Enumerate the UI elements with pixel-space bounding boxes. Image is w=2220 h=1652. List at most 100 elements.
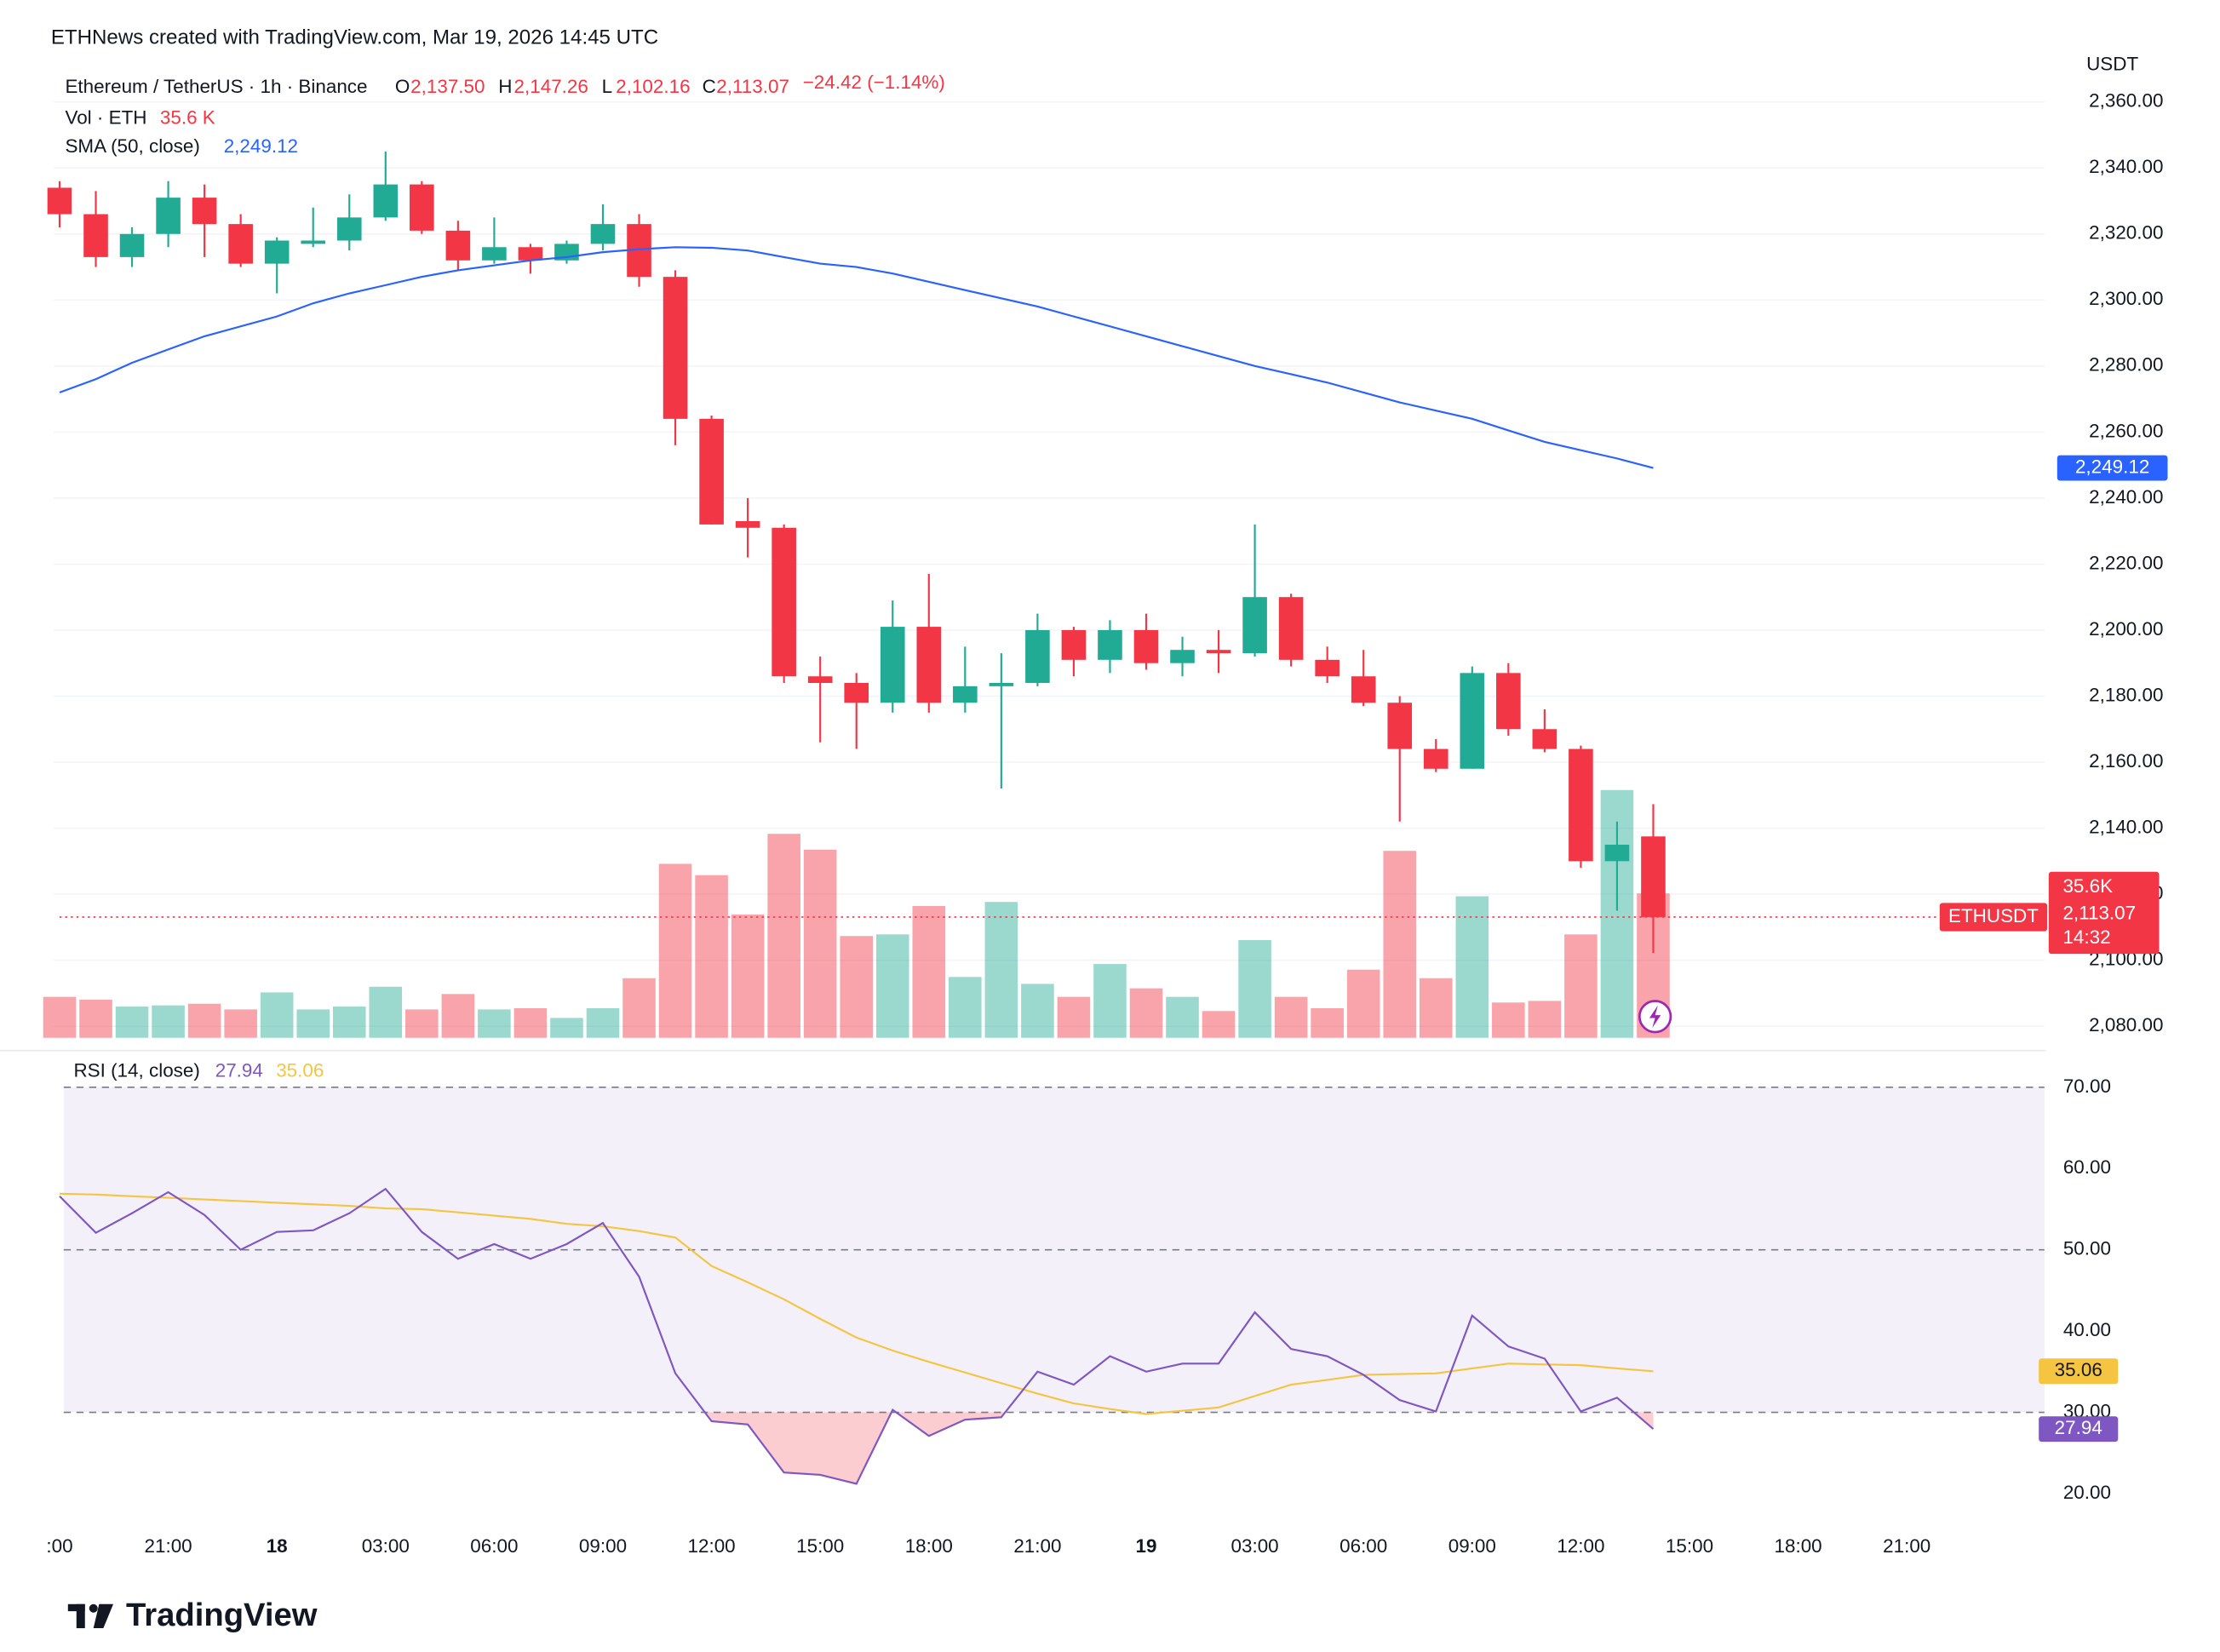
rsi-line (59, 1192, 1654, 1415)
volume-bar (1528, 1001, 1562, 1038)
legend-text: C (703, 76, 716, 97)
axis-unit: USDT (2086, 53, 2138, 74)
volume-bar (405, 1009, 439, 1038)
legend-text: SMA (50, close) (65, 135, 199, 157)
candle-body (953, 685, 978, 703)
rsi-tag-text: 35.06 (2055, 1359, 2102, 1380)
volume-bar (695, 875, 728, 1038)
y-tick-label: 20.00 (2063, 1482, 2111, 1503)
volume-bar (478, 1009, 511, 1038)
logo-mark (93, 1603, 114, 1629)
candle-body (1206, 650, 1231, 654)
x-tick-label: 18 (267, 1535, 288, 1557)
close-tag-text: 2,113.07 (2062, 903, 2136, 924)
x-tick-label: 06:00 (1339, 1535, 1387, 1557)
candle-body (83, 214, 108, 257)
candle-body (1170, 650, 1195, 663)
oversold-fill (59, 1412, 1654, 1484)
volume-bar (1021, 984, 1054, 1038)
candle-body (807, 676, 833, 683)
sma-tag-text: 2,249.12 (2075, 456, 2149, 477)
volume-bar (984, 902, 1018, 1038)
volume-bar (513, 1007, 548, 1038)
volume-bar (912, 905, 946, 1038)
candle-body (1098, 629, 1122, 660)
x-tick-label: 12:00 (1557, 1535, 1604, 1557)
y-tick-label: 2,300.00 (2089, 288, 2163, 309)
candle-body (1532, 729, 1557, 749)
volume-bar (1455, 896, 1489, 1038)
x-tick-label: 19 (1136, 1535, 1157, 1557)
x-tick-label: 03:00 (362, 1535, 410, 1557)
volume-bar (1274, 996, 1308, 1038)
volume-bar (949, 977, 982, 1038)
volume-bar (586, 1007, 620, 1038)
rsi-tag (2039, 1358, 2119, 1385)
legend-text: L (602, 76, 612, 97)
y-tick-label: 2,240.00 (2089, 486, 2163, 508)
candle-body (1351, 676, 1376, 703)
candle-body (699, 418, 724, 525)
candle-body (373, 184, 399, 218)
volume-bar (1346, 969, 1380, 1038)
volume-bar (1311, 1007, 1344, 1038)
logo-mark (76, 1603, 85, 1629)
x-tick-label: 15:00 (1666, 1535, 1713, 1557)
rsi-line (59, 1187, 1655, 1485)
x-tick-label: 09:00 (1448, 1535, 1496, 1557)
volume-bar (152, 1005, 185, 1038)
y-tick-label: 2,260.00 (2089, 420, 2163, 441)
candle-body (735, 521, 760, 528)
logo: TradingView (67, 1597, 318, 1633)
rsi-legend-value: 35.06 (276, 1060, 324, 1081)
alert-bolt (1649, 1005, 1661, 1029)
candle-body (482, 247, 507, 261)
y-tick-label: 2,220.00 (2089, 552, 2163, 573)
y-tick-label: 70.00 (2063, 1076, 2111, 1097)
candle-body (663, 277, 688, 419)
volume-bar (875, 934, 909, 1038)
y-tick-label: 2,360.00 (2089, 90, 2163, 112)
plot: 2,080.002,100.002,120.002,140.002,160.00… (43, 53, 2168, 1557)
volume-bar (1419, 978, 1453, 1038)
volume-bar (622, 978, 656, 1038)
candle-body (336, 217, 362, 241)
volume-bar (1166, 996, 1199, 1038)
x-tick-label: 18:00 (1775, 1535, 1822, 1557)
volume-bar (1238, 939, 1271, 1038)
volume-bar (260, 992, 294, 1038)
volume-bar (731, 914, 765, 1038)
candle-body (1025, 629, 1050, 683)
candle-body (47, 187, 72, 215)
y-tick-label: 2,080.00 (2089, 1014, 2163, 1035)
header: ETHNews created with TradingView.com, Ma… (51, 26, 658, 49)
y-tick-label: 2,180.00 (2089, 684, 2163, 705)
volume-tag-text: 35.6K (2062, 875, 2113, 897)
candle-body (1569, 749, 1593, 862)
volume-bar (1492, 1002, 1525, 1038)
volume-bar (550, 1018, 583, 1038)
candle-body (772, 527, 796, 677)
y-tick-label: 2,340.00 (2089, 156, 2163, 177)
volume-bar (369, 986, 403, 1038)
symbol-tag-text: ETHUSDT (1948, 905, 2039, 926)
x-tick-label: 21:00 (145, 1535, 192, 1557)
volume-bar (658, 863, 692, 1038)
x-tick-label: 21:00 (1013, 1535, 1061, 1557)
rsi-legend-title: RSI (14, close) (73, 1060, 199, 1081)
candle-body (1242, 597, 1267, 654)
volume-bar (43, 996, 77, 1038)
volume-bar (767, 834, 800, 1038)
y-tick-label: 2,200.00 (2089, 618, 2163, 640)
volume-bar (1202, 1011, 1236, 1038)
candle-body (1423, 749, 1448, 769)
y-tick-label: 2,160.00 (2089, 750, 2163, 772)
candle-body (1460, 673, 1485, 769)
volume-bar (1383, 851, 1417, 1038)
y-tick-label: 2,140.00 (2089, 816, 2163, 837)
logo-text: TradingView (126, 1597, 318, 1633)
x-tick-label: 06:00 (470, 1535, 518, 1557)
candle-body (844, 682, 869, 703)
